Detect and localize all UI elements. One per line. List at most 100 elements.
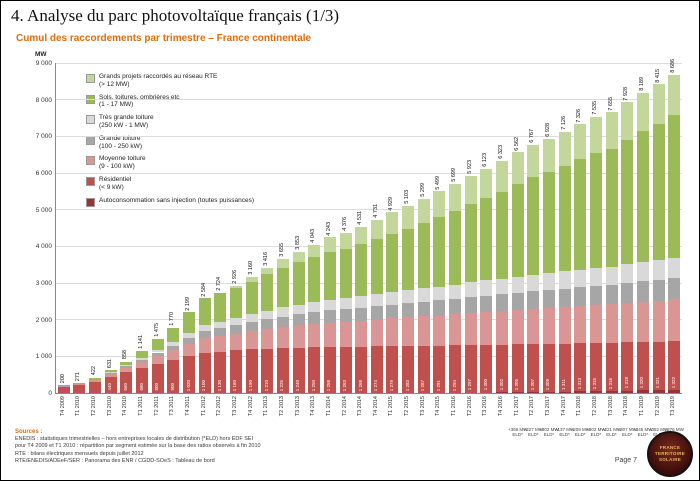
x-axis-label: T3 2012 (231, 396, 238, 417)
bar-segment (308, 347, 321, 393)
bar-total-label: 6 928 (544, 123, 551, 137)
bar-segment (589, 391, 602, 393)
bar-segment (229, 318, 242, 326)
bar-segment (355, 244, 368, 297)
bar-total-label: 4 376 (341, 216, 348, 231)
legend-label: Autoconsommation sans injection (toutes … (99, 196, 254, 204)
bar-segment (433, 300, 446, 316)
bar-segment (558, 391, 571, 393)
chart-title: Cumul des raccordements par trimestre – … (16, 33, 312, 44)
bar-segment (480, 197, 493, 281)
bar-segment (151, 363, 164, 393)
residential-value-label: 900 (169, 383, 175, 391)
bar-total-label: 271 (75, 371, 82, 382)
chart-legend: Grands projets raccordés au réseau RTE (>… (86, 73, 254, 212)
bar-total-label: 3 416 (263, 251, 270, 266)
x-axis-label: T4 2017 (560, 396, 567, 417)
legend-label: Sols, toitures, ombrières etc (1 - 17 MW) (99, 93, 180, 109)
y-axis-tick-label: 6 000 (35, 170, 52, 177)
bar-segment (449, 298, 462, 315)
legend-swatch (86, 156, 95, 166)
annotation-line: +376 MW (664, 427, 684, 432)
bar-segment (386, 304, 399, 319)
bar-segment (308, 323, 321, 348)
bar-segment (104, 369, 117, 372)
residential-value-label: 1 225 (279, 379, 285, 391)
bar-segment (464, 345, 477, 393)
x-axis-label: T2 2011 (153, 396, 160, 416)
bar-segment (511, 392, 524, 393)
x-axis-label: T2 2015 (404, 396, 411, 417)
bar-segment (167, 350, 180, 360)
bar-segment (542, 172, 555, 274)
bar-segment (636, 261, 649, 282)
bar-segment (574, 306, 587, 344)
bar-segment (449, 345, 462, 393)
x-axis-label: T4 2012 (247, 396, 254, 417)
bar-segment (370, 238, 383, 295)
bar-segment (496, 294, 509, 312)
bar-segment (668, 389, 681, 393)
bar-segment (558, 131, 571, 166)
bar-total-label: 5 499 (435, 175, 442, 190)
x-axis-label: T1 2012 (200, 396, 207, 417)
bar-segment (449, 314, 462, 346)
x-axis-label: T4 2018 (623, 396, 630, 417)
bar-segment (198, 338, 211, 353)
quarterly-addition-annotation: +302 MW ELD* (535, 427, 563, 438)
bar-segment (386, 318, 399, 347)
annotation-line: ELD* (575, 432, 586, 438)
bar-segment (605, 342, 618, 392)
annotation-line: +227 MW (523, 427, 543, 432)
bar-segment (89, 381, 102, 393)
bar-segment (668, 257, 681, 278)
gridline (56, 282, 682, 284)
bar-segment (621, 390, 634, 393)
bar-segment (104, 372, 117, 374)
bar-segment (355, 320, 368, 347)
bar-segment (167, 342, 180, 347)
bar-segment (449, 211, 462, 285)
bar-segment (449, 184, 462, 211)
bar-total-label: 4 243 (325, 221, 332, 236)
residential-value-label: 440 (107, 383, 113, 391)
bar-segment (370, 306, 383, 320)
residential-value-label: 1 302 (498, 379, 504, 391)
legend-label: Grande toiture (100 - 250 kW) (99, 134, 142, 150)
residential-value-label: 1 322 (670, 376, 676, 388)
bar-segment (652, 341, 665, 391)
bar-total-label: 1 141 (138, 335, 145, 350)
bar-segment (496, 191, 509, 279)
bar-segment (245, 281, 258, 315)
bar-segment (496, 161, 509, 192)
residential-value-label: 1 297 (467, 379, 473, 391)
bar-total-label: 6 767 (529, 129, 536, 143)
bar-segment (433, 286, 446, 301)
bar-segment (433, 217, 446, 287)
bar-segment (574, 391, 587, 393)
bar-segment (292, 304, 305, 315)
bar-total-label: 5 299 (419, 182, 426, 197)
bar-segment (605, 391, 618, 393)
x-axis-label: T4 2015 (435, 396, 442, 417)
bar-segment (261, 328, 274, 349)
legend-item: Grands projets raccordés au réseau RTE (>… (86, 73, 254, 89)
bar-segment (167, 346, 180, 351)
bar-segment (605, 266, 618, 285)
bar-segment (198, 298, 211, 326)
bar-total-label: 422 (91, 366, 98, 376)
bar-segment (276, 267, 289, 308)
annotation-line: ELD* (528, 432, 539, 438)
bar-segment (120, 365, 133, 367)
bar-segment (151, 352, 164, 356)
bar-segment (229, 287, 242, 319)
bar-total-label: 6 323 (498, 145, 505, 160)
bar-segment (370, 294, 383, 307)
bar-total-label: 631 (106, 358, 113, 368)
annotation-line: +302 MW (586, 427, 606, 432)
bar-total-label: 2 584 (200, 282, 207, 297)
y-axis-tick-label: 0 (48, 390, 52, 397)
bar-segment (323, 237, 336, 253)
bar-segment (417, 345, 430, 393)
bar-segment (605, 148, 618, 267)
